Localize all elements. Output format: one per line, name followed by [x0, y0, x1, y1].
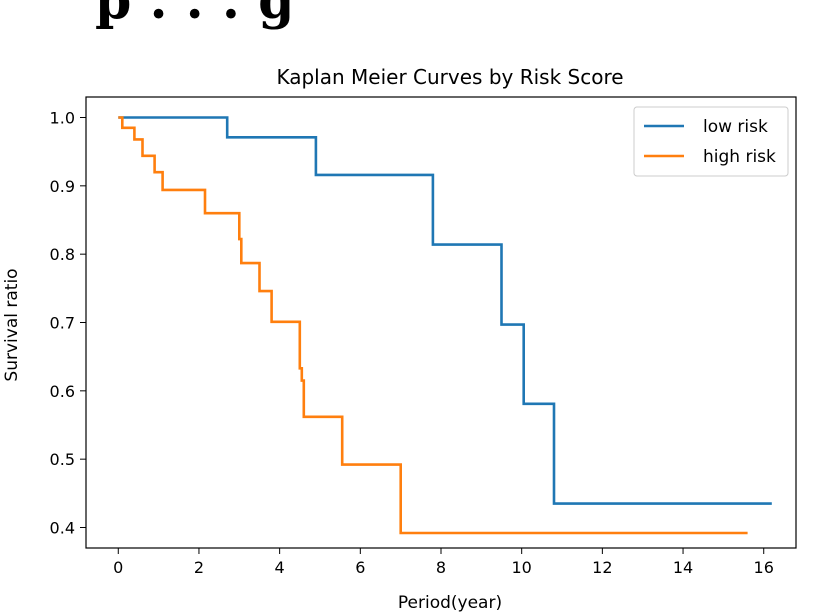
x-tick-label: 2 — [194, 558, 204, 577]
x-tick-label: 6 — [355, 558, 365, 577]
y-tick-label: 0.4 — [50, 519, 75, 538]
x-tick-label: 16 — [754, 558, 774, 577]
y-tick-label: 0.9 — [50, 177, 75, 196]
x-tick-label: 8 — [436, 558, 446, 577]
y-tick-label: 1.0 — [50, 109, 75, 128]
series-line-high-risk — [118, 116, 748, 535]
plot-frame — [85, 96, 797, 549]
x-tick-label: 4 — [275, 558, 285, 577]
y-axis-label: Survival ratio — [2, 268, 22, 381]
y-tick-label: 0.7 — [50, 314, 75, 333]
chart-title: Kaplan Meier Curves by Risk Score — [276, 65, 623, 89]
legend-label: high risk — [703, 147, 776, 167]
y-tick-label: 0.5 — [50, 450, 75, 469]
legend-label: low risk — [703, 117, 768, 137]
x-axis-label: Period(year) — [398, 593, 502, 613]
cropped-header-text: p . . . g — [95, 0, 295, 31]
y-tick-label: 0.8 — [50, 245, 75, 264]
x-tick-label: 12 — [592, 558, 612, 577]
x-tick-label: 10 — [512, 558, 532, 577]
series-line-low-risk — [118, 116, 772, 505]
x-tick-label: 14 — [673, 558, 693, 577]
legend-box — [633, 106, 789, 177]
y-tick-label: 0.6 — [50, 382, 75, 401]
x-tick-label: 0 — [113, 558, 123, 577]
